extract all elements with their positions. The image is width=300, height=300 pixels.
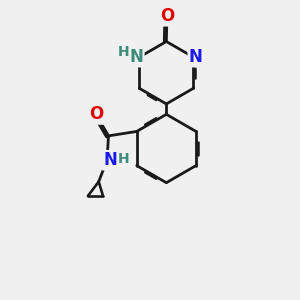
Text: N: N [103,151,117,169]
Text: N: N [189,48,203,66]
Text: O: O [160,7,174,25]
Text: H: H [118,45,130,59]
Text: N: N [129,48,143,66]
Text: H: H [118,152,130,166]
Text: O: O [89,106,103,124]
